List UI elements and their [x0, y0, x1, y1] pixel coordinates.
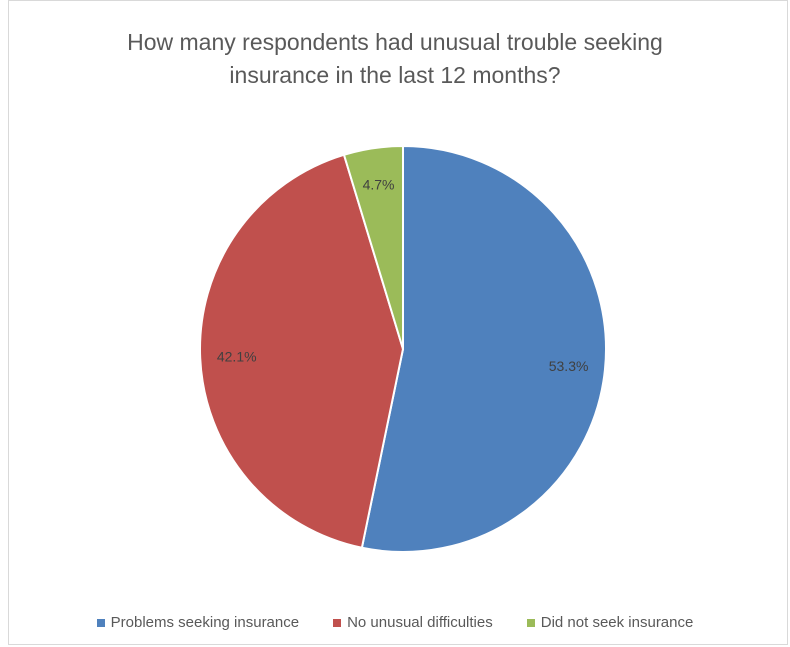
- chart-title-line-2: insurance in the last 12 months?: [229, 62, 561, 88]
- pie-slice-did-not-seek-insurance: [342, 144, 404, 350]
- legend: Problems seeking insurance No unusual dif…: [0, 614, 790, 631]
- legend-label-problems-seeking-insurance: Problems seeking insurance: [110, 614, 300, 631]
- data-label-did-not-seek-insurance: 4.7%: [363, 176, 395, 192]
- data-label-no-unusual-difficulties: 42.1%: [217, 349, 257, 365]
- data-label-problems-seeking-insurance: 53.3%: [549, 358, 589, 374]
- legend-swatch-problems-seeking-insurance: [96, 618, 105, 627]
- pie-slice-no-unusual-difficulties: [199, 153, 405, 549]
- chart-title: How many respondents had unusual trouble…: [0, 26, 790, 92]
- legend-label-no-unusual-difficulties: No unusual difficulties: [347, 614, 493, 631]
- legend-item-did-not-seek-insurance: Did not seek insurance: [526, 614, 694, 631]
- pie-slice-problems-seeking-insurance: [360, 144, 607, 553]
- legend-item-no-unusual-difficulties: No unusual difficulties: [333, 614, 493, 631]
- legend-swatch-no-unusual-difficulties: [333, 618, 342, 627]
- chart-title-line-1: How many respondents had unusual trouble…: [127, 29, 663, 55]
- legend-item-problems-seeking-insurance: Problems seeking insurance: [96, 614, 300, 631]
- legend-label-did-not-seek-insurance: Did not seek insurance: [540, 614, 694, 631]
- legend-swatch-did-not-seek-insurance: [526, 618, 535, 627]
